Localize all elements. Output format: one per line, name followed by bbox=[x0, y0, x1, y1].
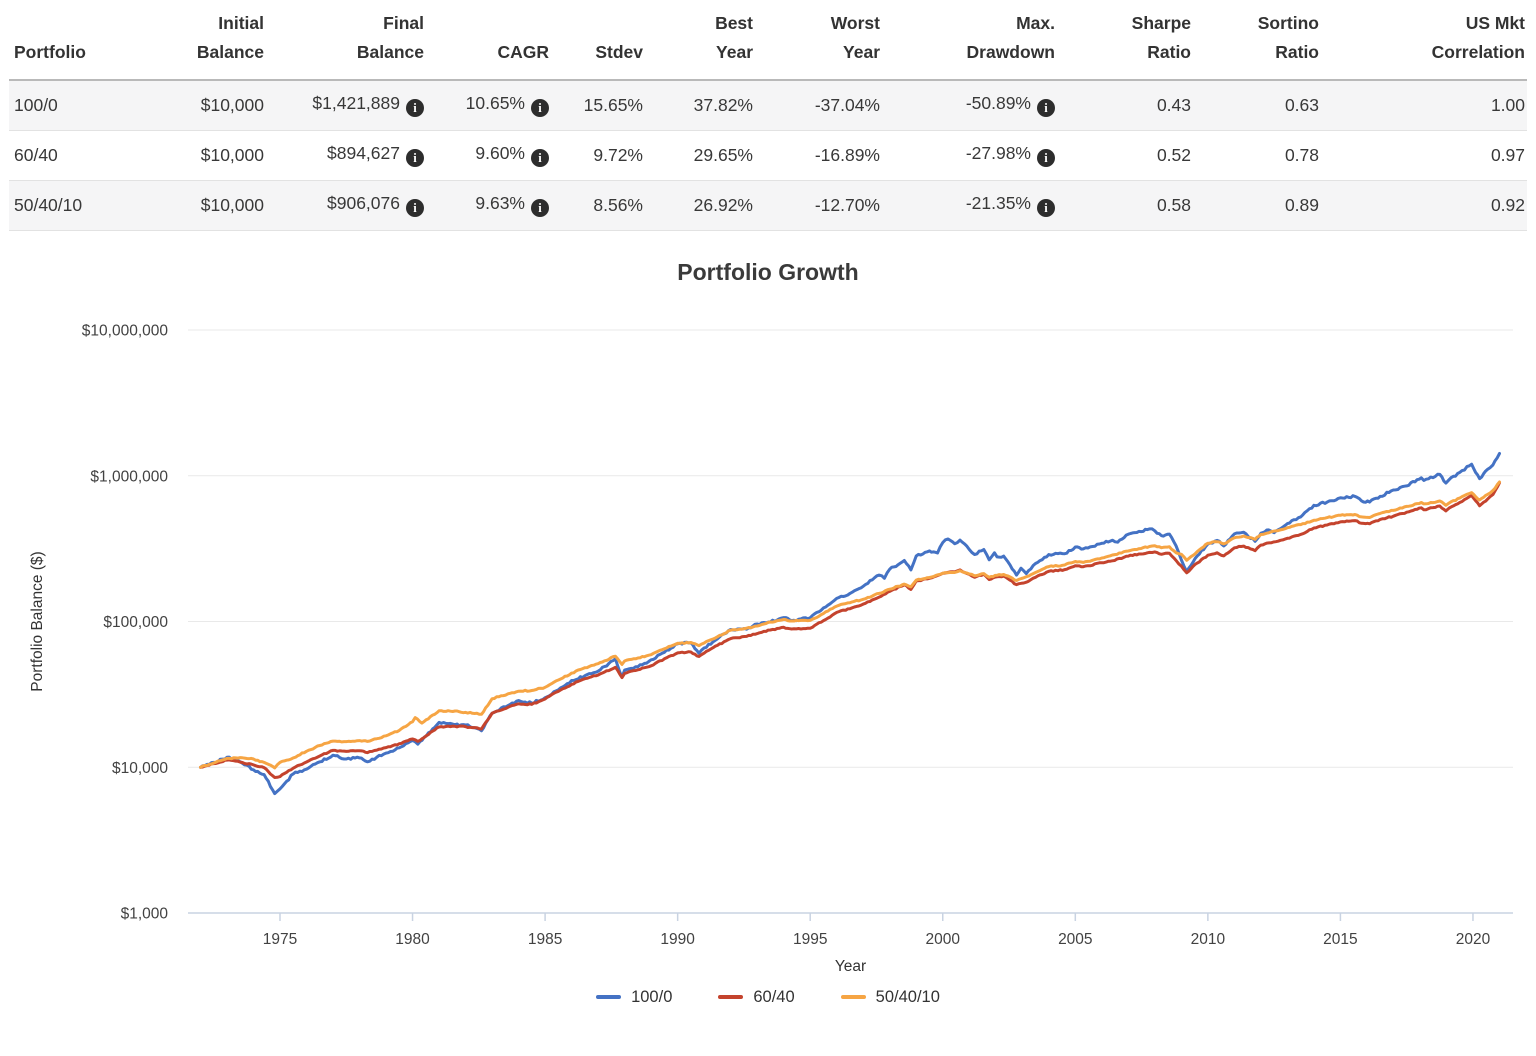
cell-final: $1,421,889 i bbox=[266, 80, 426, 131]
x-tick-label: 1995 bbox=[793, 931, 827, 948]
legend-swatch bbox=[718, 995, 744, 999]
x-tick-label: 2020 bbox=[1456, 931, 1491, 948]
info-icon[interactable]: i bbox=[1037, 99, 1055, 118]
cell-stdev: 9.72% bbox=[551, 130, 645, 181]
col-header-sortino-ratio: Sortino Ratio bbox=[1193, 0, 1321, 81]
series-line-100-0[interactable] bbox=[199, 451, 1501, 795]
table-row: 60/40 $10,000 $894,627 i 9.60% i 9.72% 29.65% -1… bbox=[9, 130, 1527, 181]
legend-item-50-40-10[interactable]: 50/40/10 bbox=[840, 987, 940, 1007]
portfolio-stats-table: Portfolio Initial Balance Final Balance … bbox=[9, 0, 1527, 231]
col-header-initial-balance: Initial Balance bbox=[159, 0, 266, 81]
chart-title: Portfolio Growth bbox=[677, 258, 859, 285]
x-tick-label: 1975 bbox=[263, 931, 297, 948]
cell-corr: 1.00 bbox=[1321, 80, 1527, 131]
cell-worst: -16.89% bbox=[755, 130, 882, 181]
col-header-cagr: CAGR bbox=[426, 0, 551, 81]
cell-corr: 0.97 bbox=[1321, 130, 1527, 181]
x-tick-label: 1990 bbox=[660, 931, 695, 948]
cell-cagr: 9.63% i bbox=[426, 180, 551, 231]
y-tick-label: $1,000 bbox=[121, 905, 169, 922]
col-header-max-drawdown: Max. Drawdown bbox=[882, 0, 1057, 81]
stats-table-header: Portfolio Initial Balance Final Balance … bbox=[9, 0, 1527, 81]
cell-initial: $10,000 bbox=[159, 130, 266, 181]
col-header-sharpe-ratio: Sharpe Ratio bbox=[1057, 0, 1193, 81]
x-tick-label: 2010 bbox=[1191, 931, 1226, 948]
y-axis-title: Portfolio Balance ($) bbox=[29, 551, 46, 691]
info-icon[interactable]: i bbox=[531, 149, 549, 167]
cell-sharpe: 0.58 bbox=[1057, 180, 1193, 231]
cell-maxdd: -50.89% i bbox=[882, 80, 1057, 131]
info-icon[interactable]: i bbox=[406, 149, 424, 167]
x-tick-label: 2000 bbox=[926, 931, 961, 948]
cell-initial: $10,000 bbox=[159, 180, 266, 231]
info-icon[interactable]: i bbox=[1037, 199, 1055, 217]
chart-canvas[interactable]: $10,000,000 $1,000,000 $100,000 $10,000 $1,0… bbox=[0, 311, 1536, 975]
info-icon[interactable]: i bbox=[406, 199, 424, 217]
legend-swatch bbox=[596, 995, 622, 999]
cell-maxdd: -21.35% i bbox=[882, 180, 1057, 231]
legend-item-60-40[interactable]: 60/40 bbox=[718, 987, 795, 1007]
cell-sortino: 0.89 bbox=[1193, 180, 1321, 231]
cell-stdev: 15.65% bbox=[551, 80, 645, 131]
cell-portfolio: 60/40 bbox=[9, 130, 159, 181]
info-icon[interactable]: i bbox=[406, 99, 424, 118]
cell-worst: -12.70% bbox=[755, 180, 882, 231]
cell-sortino: 0.78 bbox=[1193, 130, 1321, 181]
x-axis-title: Year bbox=[835, 958, 866, 973]
chart-legend: 100/0 60/40 50/40/10 bbox=[9, 988, 1527, 1007]
y-tick-label: $100,000 bbox=[103, 614, 168, 631]
y-tick-label: $10,000 bbox=[112, 759, 168, 776]
col-header-portfolio: Portfolio bbox=[9, 0, 159, 81]
cell-worst: -37.04% bbox=[755, 80, 882, 131]
stats-table-body: 100/0 $10,000 $1,421,889 i 10.65% i 15.65% 37.8… bbox=[9, 80, 1527, 231]
x-tick-label: 2005 bbox=[1058, 931, 1092, 948]
col-header-final-balance: Final Balance bbox=[266, 0, 426, 81]
cell-sortino: 0.63 bbox=[1193, 80, 1321, 131]
cell-best: 29.65% bbox=[645, 130, 755, 181]
col-header-us-mkt-correlation: US Mkt Correlation bbox=[1321, 0, 1527, 81]
x-tick-label: 1985 bbox=[528, 931, 562, 948]
info-icon[interactable]: i bbox=[1037, 149, 1055, 167]
cell-stdev: 8.56% bbox=[551, 180, 645, 231]
cell-portfolio: 50/40/10 bbox=[9, 180, 159, 231]
cell-initial: $10,000 bbox=[159, 80, 266, 131]
legend-label: 60/40 bbox=[753, 987, 795, 1006]
info-icon[interactable]: i bbox=[531, 99, 549, 118]
results-page: Portfolio Initial Balance Final Balance … bbox=[0, 0, 1536, 1007]
cell-cagr: 9.60% i bbox=[426, 130, 551, 181]
col-header-best-year: Best Year bbox=[645, 0, 755, 81]
y-tick-label: $10,000,000 bbox=[82, 322, 169, 339]
x-tick-label: 2015 bbox=[1323, 931, 1357, 948]
cell-final: $906,076 i bbox=[266, 180, 426, 231]
cell-best: 37.82% bbox=[645, 80, 755, 131]
legend-swatch bbox=[840, 995, 866, 999]
cell-cagr: 10.65% i bbox=[426, 80, 551, 131]
portfolio-growth-chart[interactable]: $10,000,000 $1,000,000 $100,000 $10,000 $1,0… bbox=[0, 311, 1536, 978]
cell-sharpe: 0.43 bbox=[1057, 80, 1193, 131]
series-line-60-40[interactable] bbox=[199, 480, 1501, 779]
series-line-50-40-10[interactable] bbox=[199, 480, 1501, 769]
cell-portfolio: 100/0 bbox=[9, 80, 159, 131]
info-icon[interactable]: i bbox=[531, 199, 549, 217]
col-header-worst-year: Worst Year bbox=[755, 0, 882, 81]
col-header-stdev: Stdev bbox=[551, 0, 645, 81]
table-row: 100/0 $10,000 $1,421,889 i 10.65% i 15.65% 37.8… bbox=[9, 80, 1527, 131]
cell-maxdd: -27.98% i bbox=[882, 130, 1057, 181]
legend-label: 100/0 bbox=[631, 987, 673, 1006]
table-row: 50/40/10 $10,000 $906,076 i 9.63% i 8.56% 26.92… bbox=[9, 180, 1527, 231]
cell-corr: 0.92 bbox=[1321, 180, 1527, 231]
legend-item-100-0[interactable]: 100/0 bbox=[596, 988, 672, 1007]
y-tick-label: $1,000,000 bbox=[90, 468, 168, 485]
cell-best: 26.92% bbox=[645, 180, 755, 231]
cell-final: $894,627 i bbox=[266, 130, 426, 181]
legend-label: 50/40/10 bbox=[875, 987, 940, 1006]
x-tick-label: 1980 bbox=[395, 931, 430, 948]
cell-sharpe: 0.52 bbox=[1057, 130, 1193, 181]
